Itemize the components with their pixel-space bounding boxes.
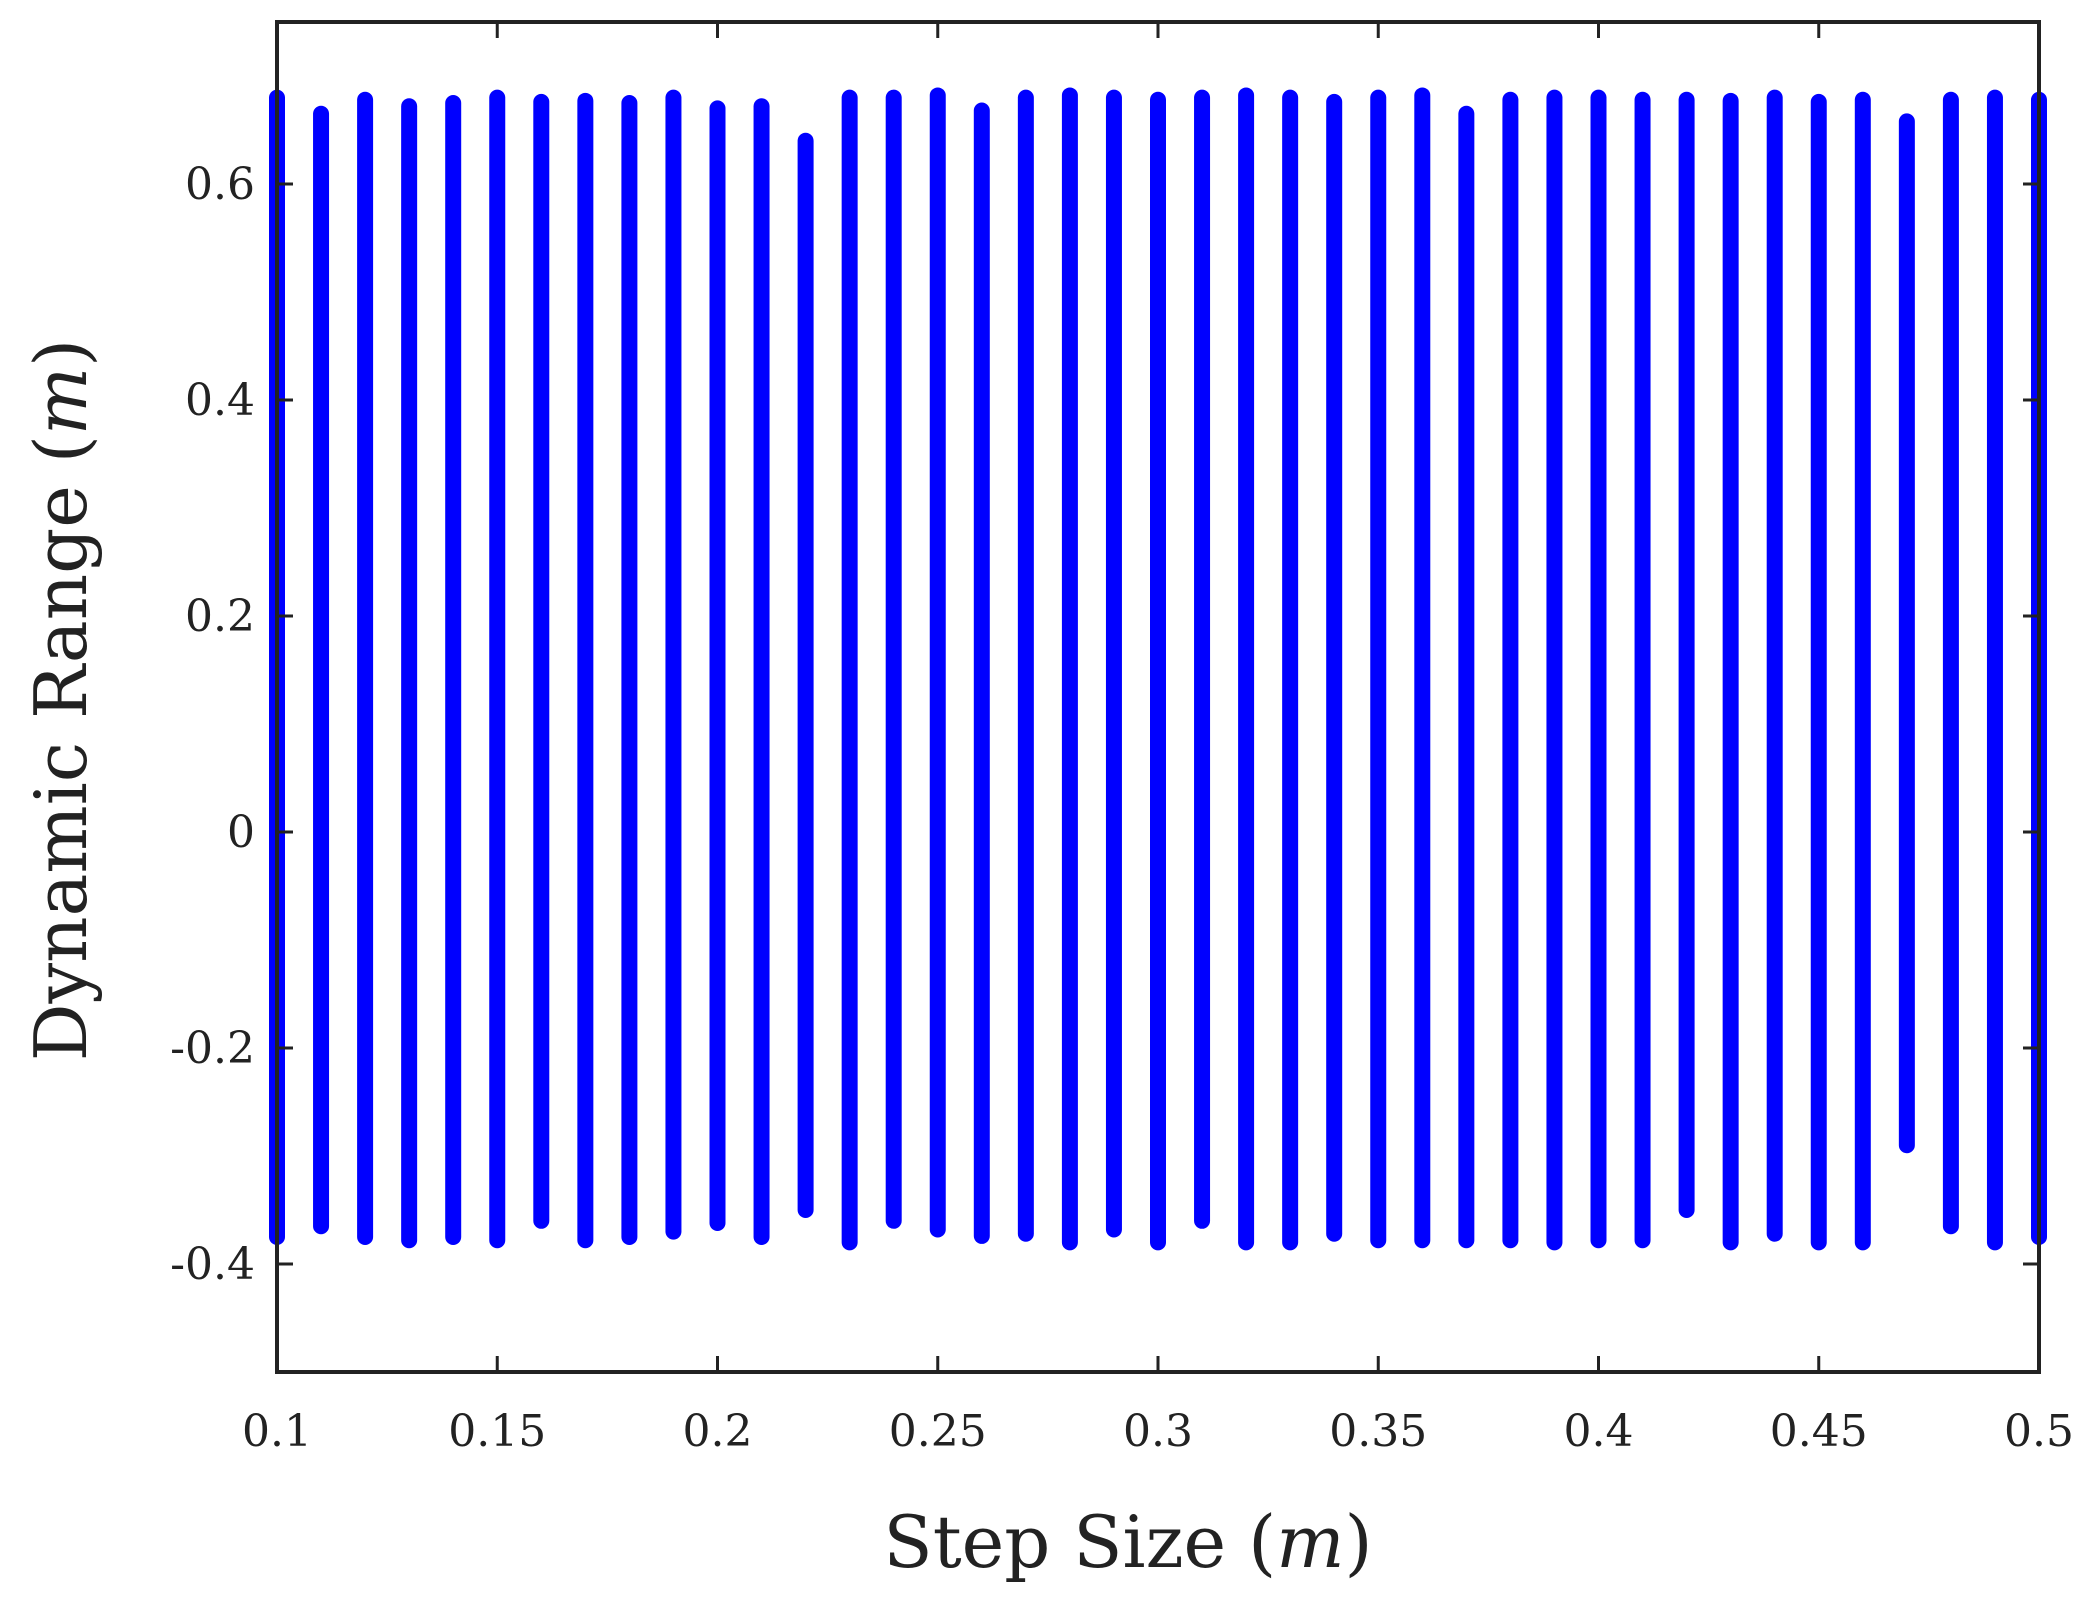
y-tick-labels: 0.6 0.4 0.2 0 -0.2 -0.4 [170, 159, 255, 1290]
data-point-column-0.40 [1590, 89, 1607, 1249]
data-point-column-0.44 [1766, 89, 1783, 1242]
data-point-column-0.16 [533, 93, 550, 1229]
y-axis-label-close-paren: ) [19, 339, 103, 367]
data-point-column-0.22 [797, 132, 814, 1218]
data-point-column-0.33 [1282, 89, 1299, 1251]
data-point-column-0.49 [1986, 89, 2003, 1251]
x-tick-label: 0.25 [889, 1406, 987, 1457]
data-point-column-0.15 [489, 89, 506, 1249]
x-axis-label: Step Size (m) [883, 1500, 1372, 1584]
data-point-column-0.31 [1194, 89, 1211, 1229]
data-point-column-0.42 [1678, 91, 1695, 1218]
data-point-column-0.47 [1898, 113, 1915, 1154]
data-point-column-0.30 [1150, 91, 1166, 1251]
data-point-column-0.46 [1854, 91, 1871, 1251]
y-tick-label: -0.2 [170, 1023, 255, 1074]
x-axis-label-text: Step Size [883, 1500, 1226, 1584]
data-point-column-0.20 [709, 100, 726, 1231]
x-tick-label: 0.3 [1123, 1406, 1193, 1457]
y-axis-label-open-paren: ( [19, 435, 103, 463]
data-point-column-0.14 [445, 95, 462, 1245]
data-point-column-0.41 [1634, 91, 1651, 1249]
y-tick-label: -0.4 [170, 1239, 255, 1290]
data-point-column-0.37 [1458, 105, 1475, 1249]
data-point-column-0.26 [973, 102, 990, 1244]
data-point-column-0.18 [621, 95, 638, 1245]
data-point-column-0.28 [1061, 87, 1078, 1251]
data-point-column-0.12 [357, 91, 374, 1245]
y-tick-label: 0.4 [185, 375, 255, 426]
data-point-column-0.29 [1105, 89, 1122, 1238]
data-point-column-0.43 [1722, 92, 1739, 1251]
x-tick-label: 0.5 [2004, 1406, 2074, 1457]
y-axis-label: Dynamic Range (m) [19, 339, 103, 1062]
y-tick-label: 0.6 [185, 159, 255, 210]
y-axis-label-unit: m [19, 367, 103, 435]
x-axis-label-close-paren: ) [1345, 1500, 1373, 1584]
y-tick-label: 0 [227, 807, 255, 858]
x-tick-label: 0.2 [683, 1406, 753, 1457]
x-tick-label: 0.4 [1564, 1406, 1634, 1457]
data-point-column-0.24 [885, 89, 902, 1229]
data-point-column-0.34 [1326, 93, 1343, 1242]
x-tick-label: 0.1 [242, 1406, 312, 1457]
data-point-column-0.11 [313, 105, 330, 1235]
data-point-column-0.17 [577, 92, 594, 1249]
data-point-column-0.32 [1238, 87, 1255, 1251]
x-axis-label-unit: m [1276, 1500, 1344, 1584]
data-point-column-0.39 [1546, 89, 1563, 1251]
data-layer [269, 87, 2047, 1251]
x-tick-label: 0.45 [1770, 1406, 1868, 1457]
y-axis-label-text: Dynamic Range [19, 485, 103, 1061]
data-point-column-0.23 [841, 89, 858, 1251]
data-point-column-0.45 [1810, 93, 1827, 1251]
x-axis-label-open-paren: ( [1248, 1500, 1276, 1584]
x-tick-label: 0.15 [448, 1406, 546, 1457]
data-point-column-0.36 [1414, 87, 1431, 1249]
data-point-column-0.19 [665, 89, 682, 1240]
data-point-column-0.13 [401, 98, 418, 1249]
data-point-column-0.48 [1942, 91, 1959, 1235]
x-tick-labels: 0.1 0.15 0.2 0.25 0.3 0.35 0.4 0.45 0.5 [242, 1406, 2074, 1457]
data-point-column-0.21 [753, 98, 770, 1246]
data-point-column-0.27 [1017, 89, 1034, 1242]
data-point-column-0.35 [1370, 89, 1387, 1249]
data-point-column-0.38 [1502, 91, 1519, 1249]
y-tick-label: 0.2 [185, 591, 255, 642]
data-point-column-0.25 [929, 87, 946, 1238]
axes-box [275, 20, 2041, 1374]
x-tick-label: 0.35 [1329, 1406, 1427, 1457]
